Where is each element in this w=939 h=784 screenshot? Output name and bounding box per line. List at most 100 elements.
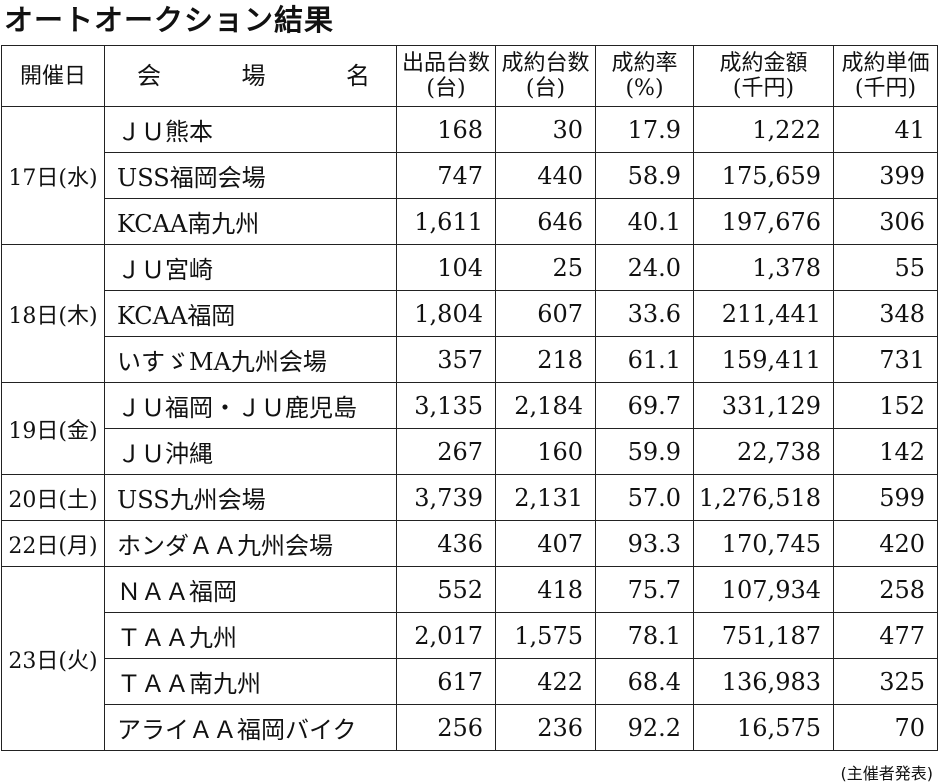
sold-cell: 1,575 bbox=[495, 612, 596, 659]
amount-cell: 331,129 bbox=[693, 382, 834, 429]
header-unit-price-unit: (千円) bbox=[854, 76, 917, 101]
sold-cell: 236 bbox=[495, 704, 596, 751]
sold-cell: 407 bbox=[495, 520, 596, 567]
amount-cell: 136,983 bbox=[693, 658, 834, 705]
date-cell: 22日(月) bbox=[1, 520, 105, 567]
header-amount-label: 成約金額 bbox=[719, 51, 808, 76]
rate-cell: 24.0 bbox=[595, 244, 694, 291]
listed-cell: 552 bbox=[396, 566, 496, 613]
venue-cell: ＪＵ宮崎 bbox=[104, 244, 397, 291]
amount-cell: 16,575 bbox=[693, 704, 834, 751]
date-cell: 18日(木) bbox=[1, 244, 105, 383]
rate-cell: 68.4 bbox=[595, 658, 694, 705]
header-sold-unit: (台) bbox=[525, 76, 566, 101]
table-row: 19日(金) ＪＵ福岡・ＪＵ鹿児島 3,135 2,184 69.7 331,129 152 bbox=[1, 382, 938, 475]
listed-cell: 1,611 bbox=[396, 198, 496, 245]
unit-price-cell: 731 bbox=[833, 336, 938, 383]
header-sold: 成約台数 (台) bbox=[495, 45, 596, 107]
header-sold-label: 成約台数 bbox=[501, 51, 590, 76]
venue-cell: USS福岡会場 bbox=[104, 152, 397, 199]
venue-cell: KCAA福岡 bbox=[104, 290, 397, 337]
unit-price-cell: 325 bbox=[833, 658, 938, 705]
header-amount: 成約金額 (千円) bbox=[693, 45, 834, 107]
venue-cell: ＮＡＡ福岡 bbox=[104, 566, 397, 613]
date-cell: 23日(火) bbox=[1, 566, 105, 751]
table-row: 22日(月) ホンダＡＡ九州会場 436 407 93.3 170,745 420 bbox=[1, 520, 938, 567]
unit-price-cell: 70 bbox=[833, 704, 938, 751]
unit-price-cell: 41 bbox=[833, 106, 938, 153]
amount-cell: 1,222 bbox=[693, 106, 834, 153]
rate-cell: 61.1 bbox=[595, 336, 694, 383]
date-cell: 20日(土) bbox=[1, 474, 105, 521]
venue-cell: ＪＵ沖縄 bbox=[104, 428, 397, 475]
amount-cell: 22,738 bbox=[693, 428, 834, 475]
listed-cell: 256 bbox=[396, 704, 496, 751]
rate-cell: 92.2 bbox=[595, 704, 694, 751]
listed-cell: 104 bbox=[396, 244, 496, 291]
header-venue: 会 場 名 bbox=[104, 45, 397, 107]
sold-cell: 440 bbox=[495, 152, 596, 199]
date-cell: 19日(金) bbox=[1, 382, 105, 475]
listed-cell: 3,739 bbox=[396, 474, 496, 521]
rate-cell: 93.3 bbox=[595, 520, 694, 567]
sold-cell: 607 bbox=[495, 290, 596, 337]
unit-price-cell: 306 bbox=[833, 198, 938, 245]
header-rate: 成約率 (%) bbox=[595, 45, 694, 107]
table-row: アライＡＡ福岡バイク 256 236 92.2 16,575 70 bbox=[2, 704, 938, 751]
sold-cell: 2,131 bbox=[495, 474, 596, 521]
sold-cell: 25 bbox=[495, 244, 596, 291]
header-unit-price-label: 成約単価 bbox=[841, 51, 930, 76]
auction-results-table: 開催日 会 場 名 出品台数 (台) 成約台数 (台) 成約率 (%) bbox=[1, 45, 938, 751]
header-rate-label: 成約率 bbox=[611, 51, 678, 76]
rate-cell: 17.9 bbox=[595, 106, 694, 153]
venue-cell: ＪＵ福岡・ＪＵ鹿児島 bbox=[104, 382, 397, 429]
listed-cell: 436 bbox=[396, 520, 496, 567]
amount-cell: 175,659 bbox=[693, 152, 834, 199]
listed-cell: 747 bbox=[396, 152, 496, 199]
table-row: KCAA福岡 1,804 607 33.6 211,441 348 bbox=[2, 290, 938, 337]
table-row: ＴＡＡ南九州 617 422 68.4 136,983 325 bbox=[2, 658, 938, 705]
table-row: 23日(火) ＮＡＡ福岡 552 418 75.7 107,934 258 bbox=[1, 566, 938, 751]
rate-cell: 33.6 bbox=[595, 290, 694, 337]
amount-cell: 751,187 bbox=[693, 612, 834, 659]
amount-cell: 170,745 bbox=[693, 520, 834, 567]
unit-price-cell: 348 bbox=[833, 290, 938, 337]
sold-cell: 160 bbox=[495, 428, 596, 475]
listed-cell: 267 bbox=[396, 428, 496, 475]
header-unit-price: 成約単価 (千円) bbox=[833, 45, 938, 107]
header-amount-unit: (千円) bbox=[732, 76, 795, 101]
header-row: 開催日 会 場 名 出品台数 (台) 成約台数 (台) 成約率 (%) bbox=[1, 45, 938, 107]
listed-cell: 2,017 bbox=[396, 612, 496, 659]
rate-cell: 75.7 bbox=[595, 566, 694, 613]
unit-price-cell: 420 bbox=[833, 520, 938, 567]
listed-cell: 617 bbox=[396, 658, 496, 705]
sold-cell: 422 bbox=[495, 658, 596, 705]
table-row: ＪＵ沖縄 267 160 59.9 22,738 142 bbox=[2, 428, 938, 475]
venue-cell: USS九州会場 bbox=[104, 474, 397, 521]
venue-cell: いすゞMA九州会場 bbox=[104, 336, 397, 383]
amount-cell: 197,676 bbox=[693, 198, 834, 245]
venue-cell: アライＡＡ福岡バイク bbox=[104, 704, 397, 751]
unit-price-cell: 55 bbox=[833, 244, 938, 291]
rate-cell: 40.1 bbox=[595, 198, 694, 245]
unit-price-cell: 599 bbox=[833, 474, 938, 521]
page-title: オートオークション結果 bbox=[4, 3, 335, 37]
sold-cell: 2,184 bbox=[495, 382, 596, 429]
table-row: ＴＡＡ九州 2,017 1,575 78.1 751,187 477 bbox=[2, 612, 938, 659]
amount-cell: 107,934 bbox=[693, 566, 834, 613]
rate-cell: 58.9 bbox=[595, 152, 694, 199]
listed-cell: 357 bbox=[396, 336, 496, 383]
venue-cell: ホンダＡＡ九州会場 bbox=[104, 520, 397, 567]
sold-cell: 218 bbox=[495, 336, 596, 383]
rate-cell: 69.7 bbox=[595, 382, 694, 429]
amount-cell: 211,441 bbox=[693, 290, 834, 337]
unit-price-cell: 152 bbox=[833, 382, 938, 429]
listed-cell: 1,804 bbox=[396, 290, 496, 337]
table-row: 20日(土) USS九州会場 3,739 2,131 57.0 1,276,518 599 bbox=[1, 474, 938, 521]
header-venue-char: 名 bbox=[346, 61, 370, 90]
unit-price-cell: 399 bbox=[833, 152, 938, 199]
header-listed-label: 出品台数 bbox=[401, 51, 490, 76]
amount-cell: 1,276,518 bbox=[693, 474, 834, 521]
unit-price-cell: 258 bbox=[833, 566, 938, 613]
listed-cell: 168 bbox=[396, 106, 496, 153]
